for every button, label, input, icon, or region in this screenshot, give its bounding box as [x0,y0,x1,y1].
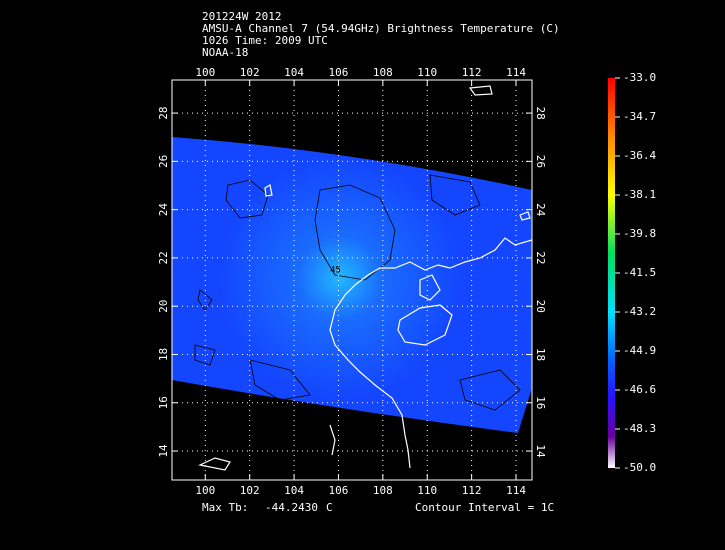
lat-tick-label: 26 [534,155,547,168]
lat-tick-label: 28 [534,106,547,119]
colorbar-tick-label: -34.7 [623,110,656,123]
footer: Max Tb: -44.2430 C Contour Interval = 1C [202,501,554,514]
lon-tick-label: 102 [240,66,260,79]
lat-tick-label: 20 [157,300,170,313]
lon-tick-label: 108 [373,484,393,497]
lat-tick-label: 22 [534,251,547,264]
colorbar-tick-label: -50.0 [623,461,656,474]
colorbar-tick-label: -38.1 [623,188,656,201]
lon-tick-label: 106 [329,484,349,497]
header: 201224W 2012 AMSU-A Channel 7 (54.94GHz)… [202,10,560,59]
lat-tick-label: 14 [534,444,547,458]
colorbar-tick-label: -39.8 [623,227,656,240]
lat-tick-label: 16 [534,396,547,409]
colorbar-tick-label: -33.0 [623,71,656,84]
lon-tick-label: 106 [329,66,349,79]
lon-tick-label: 104 [284,66,304,79]
lon-tick-label: 108 [373,66,393,79]
lon-tick-label: 110 [417,66,437,79]
colorbar-ticks: -33.0 -34.7 -36.4 -38.1 -39.8 -41.5 -43.2 -44.9… [615,71,656,474]
lon-tick-label: 102 [240,484,260,497]
map-frame [171,79,533,481]
lat-tick-label: 22 [157,251,170,264]
colorbar-tick-label: -36.4 [623,149,656,162]
lon-tick-label: 104 [284,484,304,497]
header-line: NOAA-18 [202,46,248,59]
header-line: 201224W 2012 [202,10,281,23]
lat-tick-label: 26 [157,155,170,168]
grid [172,80,532,480]
colorbar-tick-label: -43.2 [623,305,656,318]
header-line: 1026 Time: 2009 UTC [202,34,328,47]
colorbar-tick-label: -41.5 [623,266,656,279]
lat-tick-label: 16 [157,396,170,409]
colorbar-tick-label: -44.9 [623,344,656,357]
coastline [198,85,532,471]
header-line: AMSU-A Channel 7 (54.94GHz) Brightness T… [202,22,560,35]
lat-tick-label: 28 [157,106,170,119]
colorbar [608,78,615,468]
colorbar-tick-label: -48.3 [623,422,656,435]
axes: 100 100 102 102 104 104 106 106 108 108 110 110 112 1… [157,66,547,497]
lon-tick-label: 100 [195,66,215,79]
contour-interval: Contour Interval = 1C [415,501,554,514]
lat-tick-label: 24 [534,203,547,217]
lon-tick-label: 110 [417,484,437,497]
max-tb-unit: C [326,501,333,514]
lon-tick-label: 114 [506,66,526,79]
lat-tick-label: 14 [157,444,170,458]
swath [172,137,532,433]
lon-tick-label: 100 [195,484,215,497]
lon-tick-label: 114 [506,484,526,497]
lat-tick-label: 20 [534,300,547,313]
lon-tick-label: 112 [462,66,482,79]
contour-label: 45 [330,266,341,276]
map-area: 45 [172,80,532,480]
lat-tick-label: 24 [157,203,170,217]
lat-tick-label: 18 [534,348,547,361]
lon-tick-label: 112 [462,484,482,497]
lat-tick-label: 18 [157,348,170,361]
colorbar-tick-label: -46.6 [623,383,656,396]
max-tb-label: Max Tb: [202,501,248,514]
max-tb-value: -44.2430 [265,501,318,514]
